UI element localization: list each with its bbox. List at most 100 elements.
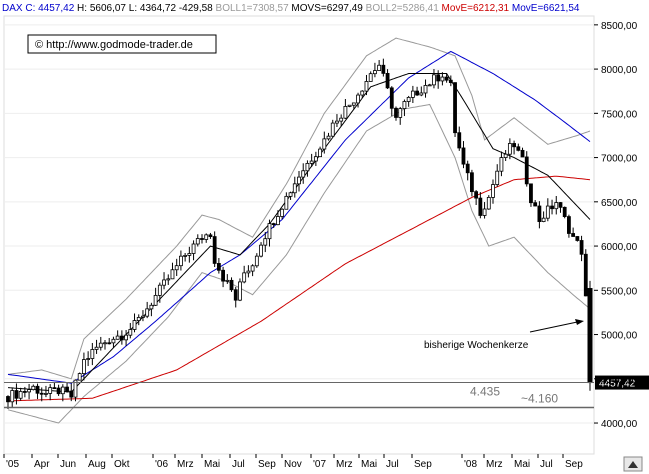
y-tick-label: 7000,00	[601, 154, 638, 165]
x-tick-label: Mai	[514, 459, 530, 470]
x-tick-label: Jul	[540, 459, 553, 470]
y-tick-label: 4000,00	[601, 419, 638, 430]
candle-body	[14, 390, 19, 399]
candle-body	[238, 281, 242, 301]
y-tick-label: 5500,00	[601, 286, 638, 297]
candle-body	[56, 387, 61, 395]
y-axis: 4000,00 4500,00 5000,00 5500,00 6000,00 6500,…	[594, 21, 638, 430]
grid	[4, 24, 594, 424]
candle-body	[136, 317, 141, 321]
candle-body	[402, 101, 407, 110]
candle-body	[27, 389, 31, 393]
candle-body	[107, 342, 112, 345]
candle-body	[174, 265, 179, 271]
annotation: bisherige Wochenkerze	[424, 319, 584, 351]
candle-body	[246, 270, 251, 274]
candle-body	[482, 208, 487, 216]
y-tick-label: 6000,00	[601, 242, 638, 253]
x-tick-label: Mai	[361, 459, 377, 470]
candle-body	[82, 359, 86, 374]
x-tick-label: '07	[313, 459, 326, 470]
candle-body	[499, 157, 504, 172]
candle-body	[550, 205, 554, 210]
scroll-up-icon	[628, 461, 638, 468]
candle-body	[486, 197, 491, 210]
candle-body	[153, 294, 158, 306]
scroll-button[interactable]	[623, 456, 643, 472]
candle-body	[94, 346, 99, 350]
copyright-text: © http://www.godmode-trader.de	[35, 39, 193, 51]
candle-body	[73, 379, 78, 398]
candle-body	[284, 195, 289, 210]
x-tick-label: Mrz	[177, 459, 194, 470]
header-item: L: 4364,72	[126, 3, 176, 14]
copyright-box: © http://www.godmode-trader.de	[27, 34, 217, 54]
x-tick-label: Sep	[414, 459, 432, 470]
candle-body	[162, 279, 166, 286]
candle-body	[558, 202, 563, 208]
candle-body	[288, 192, 293, 197]
candle-body	[187, 253, 192, 256]
series-line	[7, 103, 591, 424]
plot-frame	[3, 15, 595, 455]
candle-body	[343, 106, 348, 119]
candle-body	[48, 387, 53, 394]
candle-body	[360, 90, 365, 96]
candle-body	[35, 385, 40, 394]
candle-body	[208, 234, 213, 237]
candle-body	[179, 255, 183, 267]
candle-body	[276, 216, 280, 226]
candle-body	[453, 82, 457, 134]
candle-body	[111, 338, 116, 344]
candle-body	[60, 386, 65, 395]
candle-body	[495, 170, 500, 185]
candle-body	[419, 92, 424, 96]
candle-body	[330, 122, 335, 137]
candle-body	[389, 87, 394, 109]
x-tick-label: Sep	[258, 459, 276, 470]
candle-body	[86, 358, 91, 360]
x-tick-label: '06	[155, 459, 168, 470]
annotation-arrowhead	[575, 319, 584, 325]
candle-body	[65, 386, 69, 392]
candle-body	[567, 216, 571, 234]
candle-body	[432, 74, 436, 86]
x-tick-label: Okt	[114, 459, 130, 470]
candle-body	[22, 391, 27, 393]
candle-body	[520, 149, 525, 158]
y-tick-label: 5000,00	[601, 331, 638, 342]
candle-body	[373, 70, 377, 75]
header-item: H: 5606,07	[74, 3, 126, 14]
candle-body	[423, 85, 428, 94]
candle-body	[124, 334, 128, 341]
candle-body	[368, 73, 373, 82]
candle-body	[128, 329, 133, 336]
candle-body	[410, 90, 415, 98]
candle-body	[322, 138, 327, 150]
candle-body	[212, 236, 217, 264]
candle-body	[381, 64, 386, 74]
x-tick-label: Mrz	[486, 459, 503, 470]
header-item: C: 4457,42	[23, 3, 75, 14]
x-tick-label: Jul	[232, 459, 245, 470]
candle-body	[339, 117, 344, 122]
candle-body	[119, 335, 124, 341]
candle-body	[491, 184, 495, 198]
candle-body	[69, 390, 74, 398]
candle-body	[103, 342, 107, 345]
candle-body	[470, 172, 474, 193]
candle-body	[579, 240, 584, 255]
candle-body	[221, 269, 225, 282]
candle-body	[271, 223, 276, 226]
candle-body	[478, 197, 483, 216]
candle-body	[516, 146, 521, 151]
candle-body	[31, 385, 36, 391]
candle-body	[351, 102, 356, 106]
candle-body	[562, 206, 567, 217]
candle-body	[225, 279, 230, 282]
level-label: 4.435	[470, 385, 500, 399]
candle-body	[533, 202, 538, 207]
candles	[6, 58, 593, 409]
candle-body	[335, 120, 339, 124]
